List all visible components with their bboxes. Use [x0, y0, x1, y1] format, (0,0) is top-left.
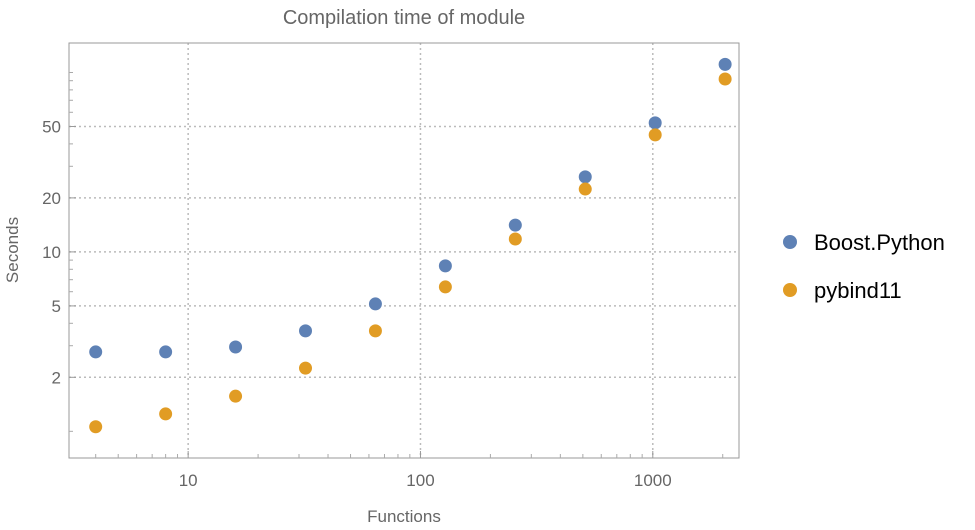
y-tick-label: 20 [42, 189, 61, 208]
point-boost-python-16 [229, 340, 243, 354]
legend-marker-pybind11 [783, 283, 797, 297]
point-pybind11-512 [578, 182, 592, 196]
ticks: 10 100 1000 2 5 10 20 50 [42, 71, 724, 490]
y-tick-label: 5 [52, 297, 61, 316]
y-axis-label: Seconds [3, 217, 22, 283]
point-pybind11-32 [299, 361, 313, 375]
point-pybind11-1024 [648, 128, 662, 142]
legend-label-pybind11: pybind11 [814, 278, 902, 303]
y-tick-label: 2 [52, 368, 61, 387]
point-pybind11-2048 [718, 72, 732, 86]
legend-label-boost-python: Boost.Python [814, 230, 945, 255]
point-boost-python-2048 [718, 57, 732, 71]
point-boost-python-4 [89, 345, 103, 359]
point-pybind11-16 [229, 389, 243, 403]
x-axis-label: Functions [367, 507, 441, 525]
point-pybind11-64 [368, 324, 382, 338]
grid [69, 43, 739, 458]
chart-title: Compilation time of module [283, 7, 525, 29]
point-boost-python-8 [159, 345, 173, 359]
point-pybind11-8 [159, 407, 173, 421]
y-tick-label: 50 [42, 117, 61, 136]
point-boost-python-32 [299, 324, 313, 338]
point-pybind11-4 [89, 420, 103, 434]
point-boost-python-64 [368, 297, 382, 311]
x-tick-label: 100 [406, 471, 434, 490]
legend: Boost.Python pybind11 [783, 230, 945, 303]
point-boost-python-128 [438, 259, 452, 273]
points [89, 57, 732, 434]
point-pybind11-128 [438, 280, 452, 294]
point-boost-python-256 [508, 218, 522, 232]
x-tick-label: 10 [179, 471, 198, 490]
x-tick-label: 1000 [634, 471, 672, 490]
point-pybind11-256 [508, 232, 522, 246]
point-boost-python-1024 [648, 116, 662, 130]
point-boost-python-512 [578, 170, 592, 184]
plot-frame [68, 42, 740, 459]
legend-marker-boost-python [783, 235, 797, 249]
y-tick-label: 10 [42, 243, 61, 262]
